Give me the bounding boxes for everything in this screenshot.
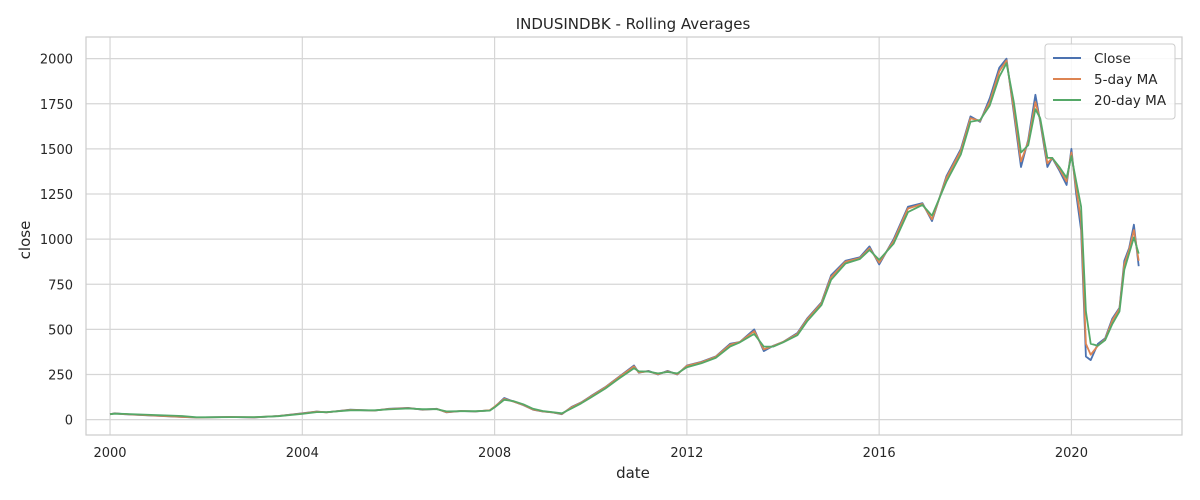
x-tick-label: 2008 <box>478 446 511 461</box>
y-tick-label: 1250 <box>40 188 73 203</box>
x-tick-label: 2016 <box>863 446 896 461</box>
y-tick-label: 2000 <box>40 53 73 68</box>
plot-frame <box>85 36 1183 436</box>
chart-title: INDUSINDBK - Rolling Averages <box>516 15 751 33</box>
series-line-20-day-ma <box>109 62 1140 419</box>
x-tick-label: 2020 <box>1055 446 1088 461</box>
tick-labels: 2000 2004 2008 2012 2016 2020 0 250 500 750 1000 12… <box>40 53 1088 461</box>
y-tick-label: 1750 <box>40 98 73 113</box>
y-tick-label: 0 <box>65 414 73 429</box>
x-axis-label: date <box>616 464 650 482</box>
x-tick-label: 2012 <box>670 446 703 461</box>
y-tick-label: 750 <box>48 278 73 293</box>
y-tick-label: 1500 <box>40 143 73 158</box>
legend-label-close: Close <box>1094 51 1131 67</box>
y-tick-label: 500 <box>48 323 73 338</box>
y-tick-label: 250 <box>48 369 73 384</box>
legend: Close 5-day MA 20-day MA <box>1044 43 1176 120</box>
legend-label-20-day-ma: 20-day MA <box>1094 93 1167 109</box>
legend-label-5-day-ma: 5-day MA <box>1094 72 1158 88</box>
y-tick-label: 1000 <box>40 233 73 248</box>
x-tick-label: 2000 <box>93 446 126 461</box>
x-tick-label: 2004 <box>286 446 319 461</box>
y-axis-label: close <box>16 221 34 260</box>
series-lines <box>109 57 1140 419</box>
